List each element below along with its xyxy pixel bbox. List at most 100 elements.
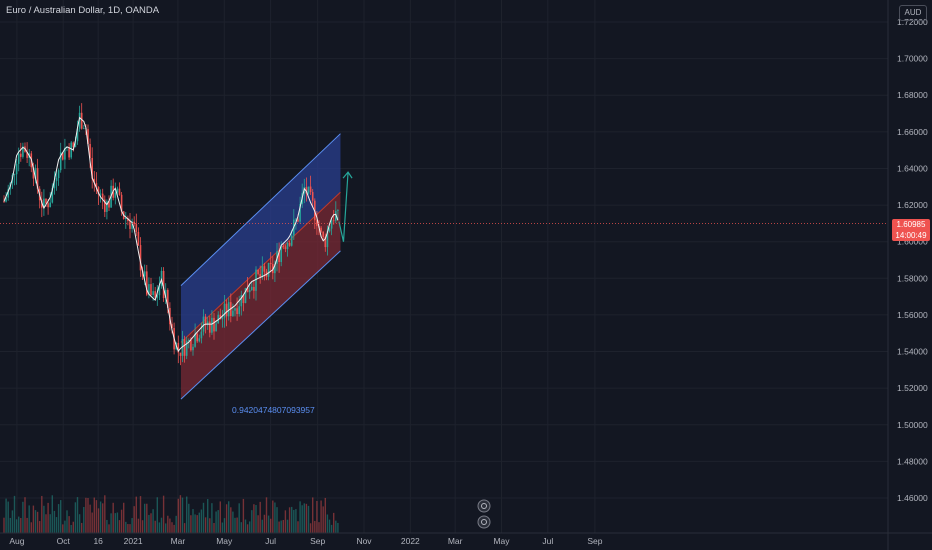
volume-bar bbox=[267, 515, 270, 533]
volume-bar bbox=[51, 495, 53, 533]
volume-bar bbox=[255, 505, 257, 533]
volume-bar bbox=[200, 509, 203, 533]
candle-body bbox=[198, 338, 201, 342]
candle-body bbox=[320, 227, 322, 232]
candle-body bbox=[36, 168, 39, 189]
candle-body bbox=[299, 203, 301, 222]
regression-channel[interactable] bbox=[180, 133, 341, 400]
candle-body bbox=[135, 224, 138, 232]
candle-body bbox=[188, 339, 190, 341]
volume-bar bbox=[333, 512, 335, 533]
volume-bar bbox=[32, 505, 35, 533]
time-tick-label: 2021 bbox=[124, 536, 143, 546]
candle-body bbox=[83, 128, 85, 130]
volume-bar bbox=[26, 517, 28, 533]
volume-bar bbox=[89, 504, 91, 533]
candle-body bbox=[3, 201, 5, 203]
volume-bar bbox=[196, 515, 198, 533]
volume-bar bbox=[307, 505, 310, 533]
candle-body bbox=[139, 245, 142, 271]
price-tick-label: 1.60000 bbox=[897, 237, 928, 247]
volume-bar bbox=[28, 505, 30, 533]
volume-bar bbox=[257, 515, 259, 533]
candle-body bbox=[146, 271, 148, 295]
volume-bar bbox=[102, 503, 104, 533]
volume-bar bbox=[133, 506, 135, 533]
volume-bar bbox=[225, 504, 228, 533]
candle-body bbox=[55, 178, 58, 181]
candle-body bbox=[104, 199, 106, 212]
time-tick-label: May bbox=[493, 536, 510, 546]
volume-bar bbox=[291, 506, 293, 533]
candle-body bbox=[78, 112, 81, 129]
price-axis[interactable]: 1.72000 1.70000 1.68000 1.66000 1.64000 1.620… bbox=[887, 0, 928, 550]
candle-body bbox=[22, 146, 24, 157]
volume-bar bbox=[120, 509, 123, 533]
candle-body bbox=[68, 146, 70, 158]
candle-body bbox=[47, 203, 49, 208]
volume-bar bbox=[66, 510, 68, 533]
candle-body bbox=[259, 273, 261, 278]
volume-bar bbox=[123, 502, 125, 533]
candle-body bbox=[223, 303, 226, 318]
candle-body bbox=[156, 295, 159, 298]
chart-title[interactable]: Euro / Australian Dollar, 1D, OANDA bbox=[6, 5, 160, 16]
candle-body bbox=[242, 295, 245, 304]
volume-bar bbox=[217, 510, 219, 533]
candle-body bbox=[91, 157, 93, 179]
volume-bar bbox=[190, 515, 192, 533]
time-tick-label: May bbox=[216, 536, 233, 546]
candle-body bbox=[51, 188, 54, 203]
candle-body bbox=[290, 235, 293, 246]
candle-body bbox=[7, 189, 9, 198]
volume-bar bbox=[274, 502, 276, 533]
volume-bar bbox=[249, 521, 251, 533]
candle-body bbox=[206, 321, 209, 325]
candle-body bbox=[34, 168, 37, 179]
indicator-visibility-icon[interactable] bbox=[477, 515, 491, 529]
candle-body bbox=[131, 221, 133, 229]
volume-bar bbox=[177, 498, 179, 533]
projection-arrow[interactable] bbox=[338, 171, 353, 242]
volume-bar bbox=[272, 500, 274, 533]
volume-bar bbox=[261, 519, 263, 533]
candle-body bbox=[74, 141, 77, 148]
volume-bar bbox=[78, 514, 81, 533]
candle-body bbox=[150, 284, 152, 296]
volume-bar bbox=[202, 502, 205, 533]
candle-body bbox=[225, 303, 228, 317]
candle-body bbox=[219, 314, 222, 320]
indicator-settings-icon[interactable] bbox=[477, 499, 491, 513]
candle-body bbox=[274, 263, 276, 274]
volume-bar bbox=[160, 517, 163, 533]
candle-body bbox=[158, 285, 161, 296]
volume-bar bbox=[125, 521, 127, 533]
volume-bar bbox=[335, 520, 337, 533]
volume-bar bbox=[192, 509, 194, 533]
volume-bar bbox=[47, 502, 49, 533]
candle-body bbox=[95, 182, 98, 187]
volume-bar bbox=[154, 520, 156, 533]
volume-bar bbox=[305, 503, 308, 533]
volume-bar bbox=[110, 513, 112, 533]
volume-bar bbox=[207, 499, 209, 533]
time-axis[interactable]: Aug Oct 16 2021 Mar May Jul Sep Nov 2022 Mar May Jul… bbox=[0, 532, 932, 546]
candle-body bbox=[133, 221, 135, 225]
volume-bar bbox=[137, 518, 140, 533]
candle-body bbox=[143, 271, 146, 277]
volume-bar bbox=[158, 522, 161, 533]
volume-bar bbox=[215, 511, 217, 533]
currency-badge[interactable]: AUD bbox=[899, 5, 927, 21]
price-tick-label: 1.72000 bbox=[897, 17, 928, 27]
volume-bar bbox=[312, 497, 314, 533]
volume-bar bbox=[240, 522, 242, 533]
volume-bar bbox=[284, 510, 287, 533]
volume-bar bbox=[60, 500, 62, 533]
candle-body bbox=[209, 321, 211, 333]
volume-bar bbox=[198, 512, 200, 533]
time-tick-label: Jul bbox=[265, 536, 276, 546]
volume-bar bbox=[146, 503, 148, 533]
volume-bar bbox=[53, 510, 56, 533]
candle-body bbox=[202, 316, 205, 332]
